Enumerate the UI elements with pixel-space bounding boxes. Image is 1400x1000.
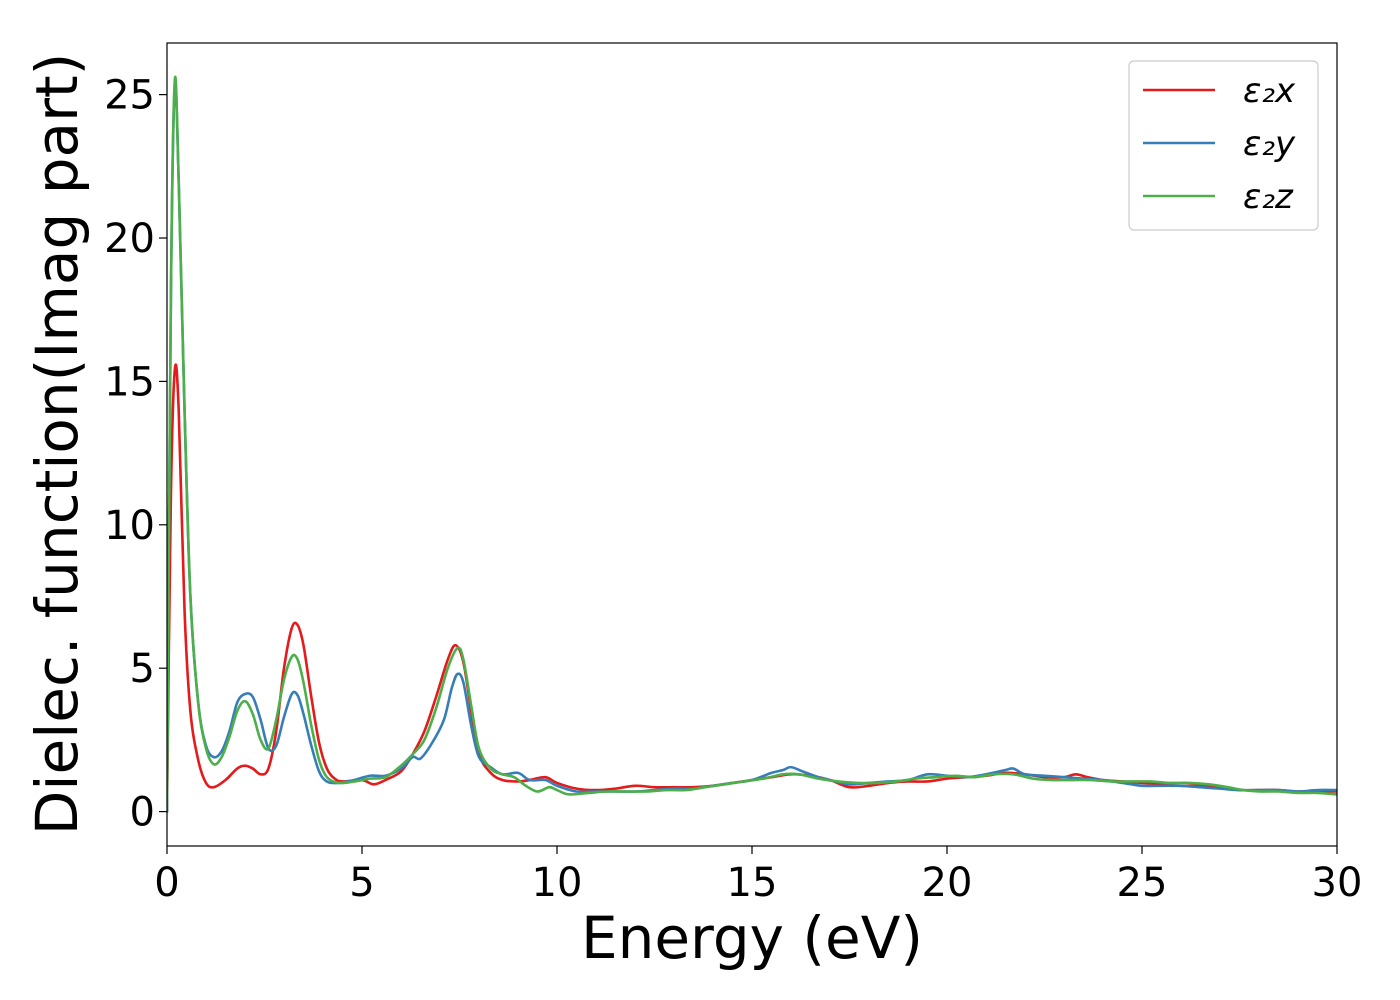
x-tick-label: 20	[922, 860, 973, 906]
x-tick-label: 10	[532, 860, 583, 906]
x-tick-label: 25	[1117, 860, 1168, 906]
y-tick-label: 0	[130, 790, 155, 836]
legend-items: ε₂x ε₂y ε₂z	[1143, 71, 1296, 217]
series-line-2	[167, 81, 1337, 813]
x-axis-title: Energy (eV)	[581, 904, 923, 972]
series-line-3	[167, 75, 1337, 813]
y-axis-title: Dielec. function(Imag part)	[23, 53, 91, 836]
legend-label-2: ε₂y	[1243, 124, 1296, 164]
x-tick-label: 0	[154, 860, 179, 906]
y-tick-label: 5	[130, 646, 155, 692]
legend-label-3: ε₂z	[1243, 177, 1294, 217]
y-tick-label: 20	[104, 216, 155, 262]
y-axis: 0 5 10 15 20 25	[104, 73, 167, 836]
y-tick-label: 15	[104, 359, 155, 405]
series-layer	[167, 75, 1337, 813]
x-tick-label: 5	[349, 860, 374, 906]
y-tick-label: 25	[104, 73, 155, 119]
legend: ε₂x ε₂y ε₂z	[1128, 60, 1319, 231]
y-tick-label: 10	[104, 503, 155, 549]
x-tick-label: 30	[1312, 860, 1363, 906]
legend-box	[1128, 60, 1319, 231]
x-axis: 0 5 10 15 20 25 30	[154, 846, 1362, 906]
x-tick-label: 15	[727, 860, 778, 906]
legend-label-1: ε₂x	[1243, 71, 1296, 111]
